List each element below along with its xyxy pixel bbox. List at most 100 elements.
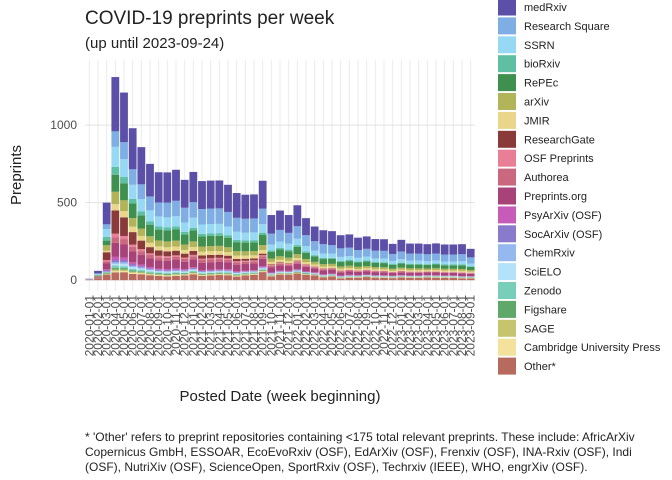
bar-segment — [232, 273, 241, 275]
bar-segment — [180, 244, 189, 250]
bar-segment — [146, 268, 154, 270]
bar-segment — [276, 265, 284, 271]
bar-segment — [137, 268, 146, 271]
bar-segment — [258, 268, 267, 270]
bar-segment — [345, 247, 354, 257]
legend-swatch — [498, 0, 516, 16]
bar-segment — [102, 250, 111, 253]
bar-segment — [172, 270, 180, 272]
bar-segment — [414, 270, 423, 272]
bar-segment — [345, 277, 354, 281]
bar-segment — [146, 275, 154, 281]
bar-segment — [163, 172, 172, 203]
bar-segment — [432, 263, 440, 265]
x-tick-label: 2020-01-01 — [82, 295, 96, 357]
bar-segment — [371, 271, 380, 273]
bar-segment — [371, 272, 380, 276]
bar-segment — [102, 269, 111, 271]
bar-segment — [267, 267, 276, 273]
bar-segment — [371, 239, 380, 251]
bar-segment — [198, 181, 206, 209]
legend-label: Zenodo — [524, 286, 561, 298]
bar-segment — [354, 271, 362, 272]
legend-label: JMIR — [524, 115, 550, 127]
bar-segment — [284, 215, 293, 233]
bar-segment — [172, 273, 180, 275]
bar-segment — [232, 275, 241, 276]
bar-segment — [310, 267, 319, 269]
x-tick-label: 2020-12-01 — [178, 295, 192, 357]
bar-segment — [111, 191, 120, 205]
bar-segment — [224, 273, 232, 274]
legend-label: Figshare — [524, 304, 567, 316]
bar-segment — [172, 274, 180, 276]
x-tick-label: 2021-01-01 — [186, 295, 200, 357]
legend-swatch — [498, 74, 516, 92]
legend-label: SocArXiv (OSF) — [524, 229, 602, 241]
bar-segment — [120, 244, 128, 258]
bar-segment — [276, 229, 284, 242]
bar-segment — [172, 256, 180, 260]
bar-segment — [362, 260, 371, 262]
bar-segment — [328, 231, 336, 246]
bar-segment — [440, 254, 449, 262]
legend-swatch — [498, 263, 516, 281]
bar-segment — [198, 246, 206, 252]
legend-swatch — [498, 55, 516, 73]
bar-segment — [284, 270, 293, 272]
bar-segment — [302, 264, 310, 266]
bar-segment — [267, 265, 276, 266]
bar-segment — [163, 230, 172, 242]
bar-segment — [128, 272, 137, 274]
legend-label: SciELO — [524, 267, 562, 279]
bar-segment — [163, 274, 172, 276]
bar-segment — [189, 227, 198, 231]
bar-segment — [224, 275, 232, 281]
bar-segment — [146, 253, 154, 256]
bar-segment — [154, 246, 163, 251]
bar-segment — [198, 251, 206, 256]
bar-segment — [284, 263, 293, 265]
bar-segment — [397, 263, 406, 268]
bar-segment — [250, 240, 258, 243]
bar-segment — [232, 258, 241, 262]
bar-segment — [232, 239, 241, 243]
bar-segment — [180, 274, 189, 275]
bar-segment — [284, 243, 293, 250]
bar-segment — [449, 272, 458, 273]
bar-segment — [215, 235, 224, 246]
bar-segment — [180, 271, 189, 273]
bar-segment — [258, 245, 267, 251]
x-tick-label: 2021-06-01 — [230, 295, 244, 357]
bar-segment — [189, 271, 198, 273]
x-tick-label: 2023-07-01 — [446, 295, 460, 357]
bar-segment — [267, 251, 276, 259]
bar-segment — [137, 271, 146, 273]
bar-segment — [111, 210, 120, 234]
bar-segment — [146, 271, 154, 273]
bar-segment — [128, 226, 137, 233]
y-axis-label: Preprints — [8, 145, 25, 205]
bar-segment — [354, 261, 362, 263]
bar-segment — [232, 217, 241, 232]
bar-segment — [224, 270, 232, 271]
bar-segment — [172, 268, 180, 270]
bar-segment — [423, 261, 432, 265]
bar-segment — [172, 275, 180, 276]
bar-segment — [371, 258, 380, 263]
bar-segment — [345, 259, 354, 262]
bar-segment — [172, 216, 180, 227]
bar-segment — [137, 264, 146, 267]
bar-segment — [466, 273, 475, 274]
bar-segment — [423, 270, 432, 272]
bar-segment — [215, 223, 224, 234]
bar-segment — [128, 203, 137, 219]
bar-segment — [137, 240, 146, 250]
bar-segment — [397, 269, 406, 272]
bar-segment — [215, 261, 224, 270]
bar-segment — [146, 224, 154, 237]
bar-segment — [302, 259, 310, 263]
bar-segment — [258, 232, 267, 236]
bar-segment — [336, 271, 345, 273]
bar-segment — [414, 264, 423, 269]
